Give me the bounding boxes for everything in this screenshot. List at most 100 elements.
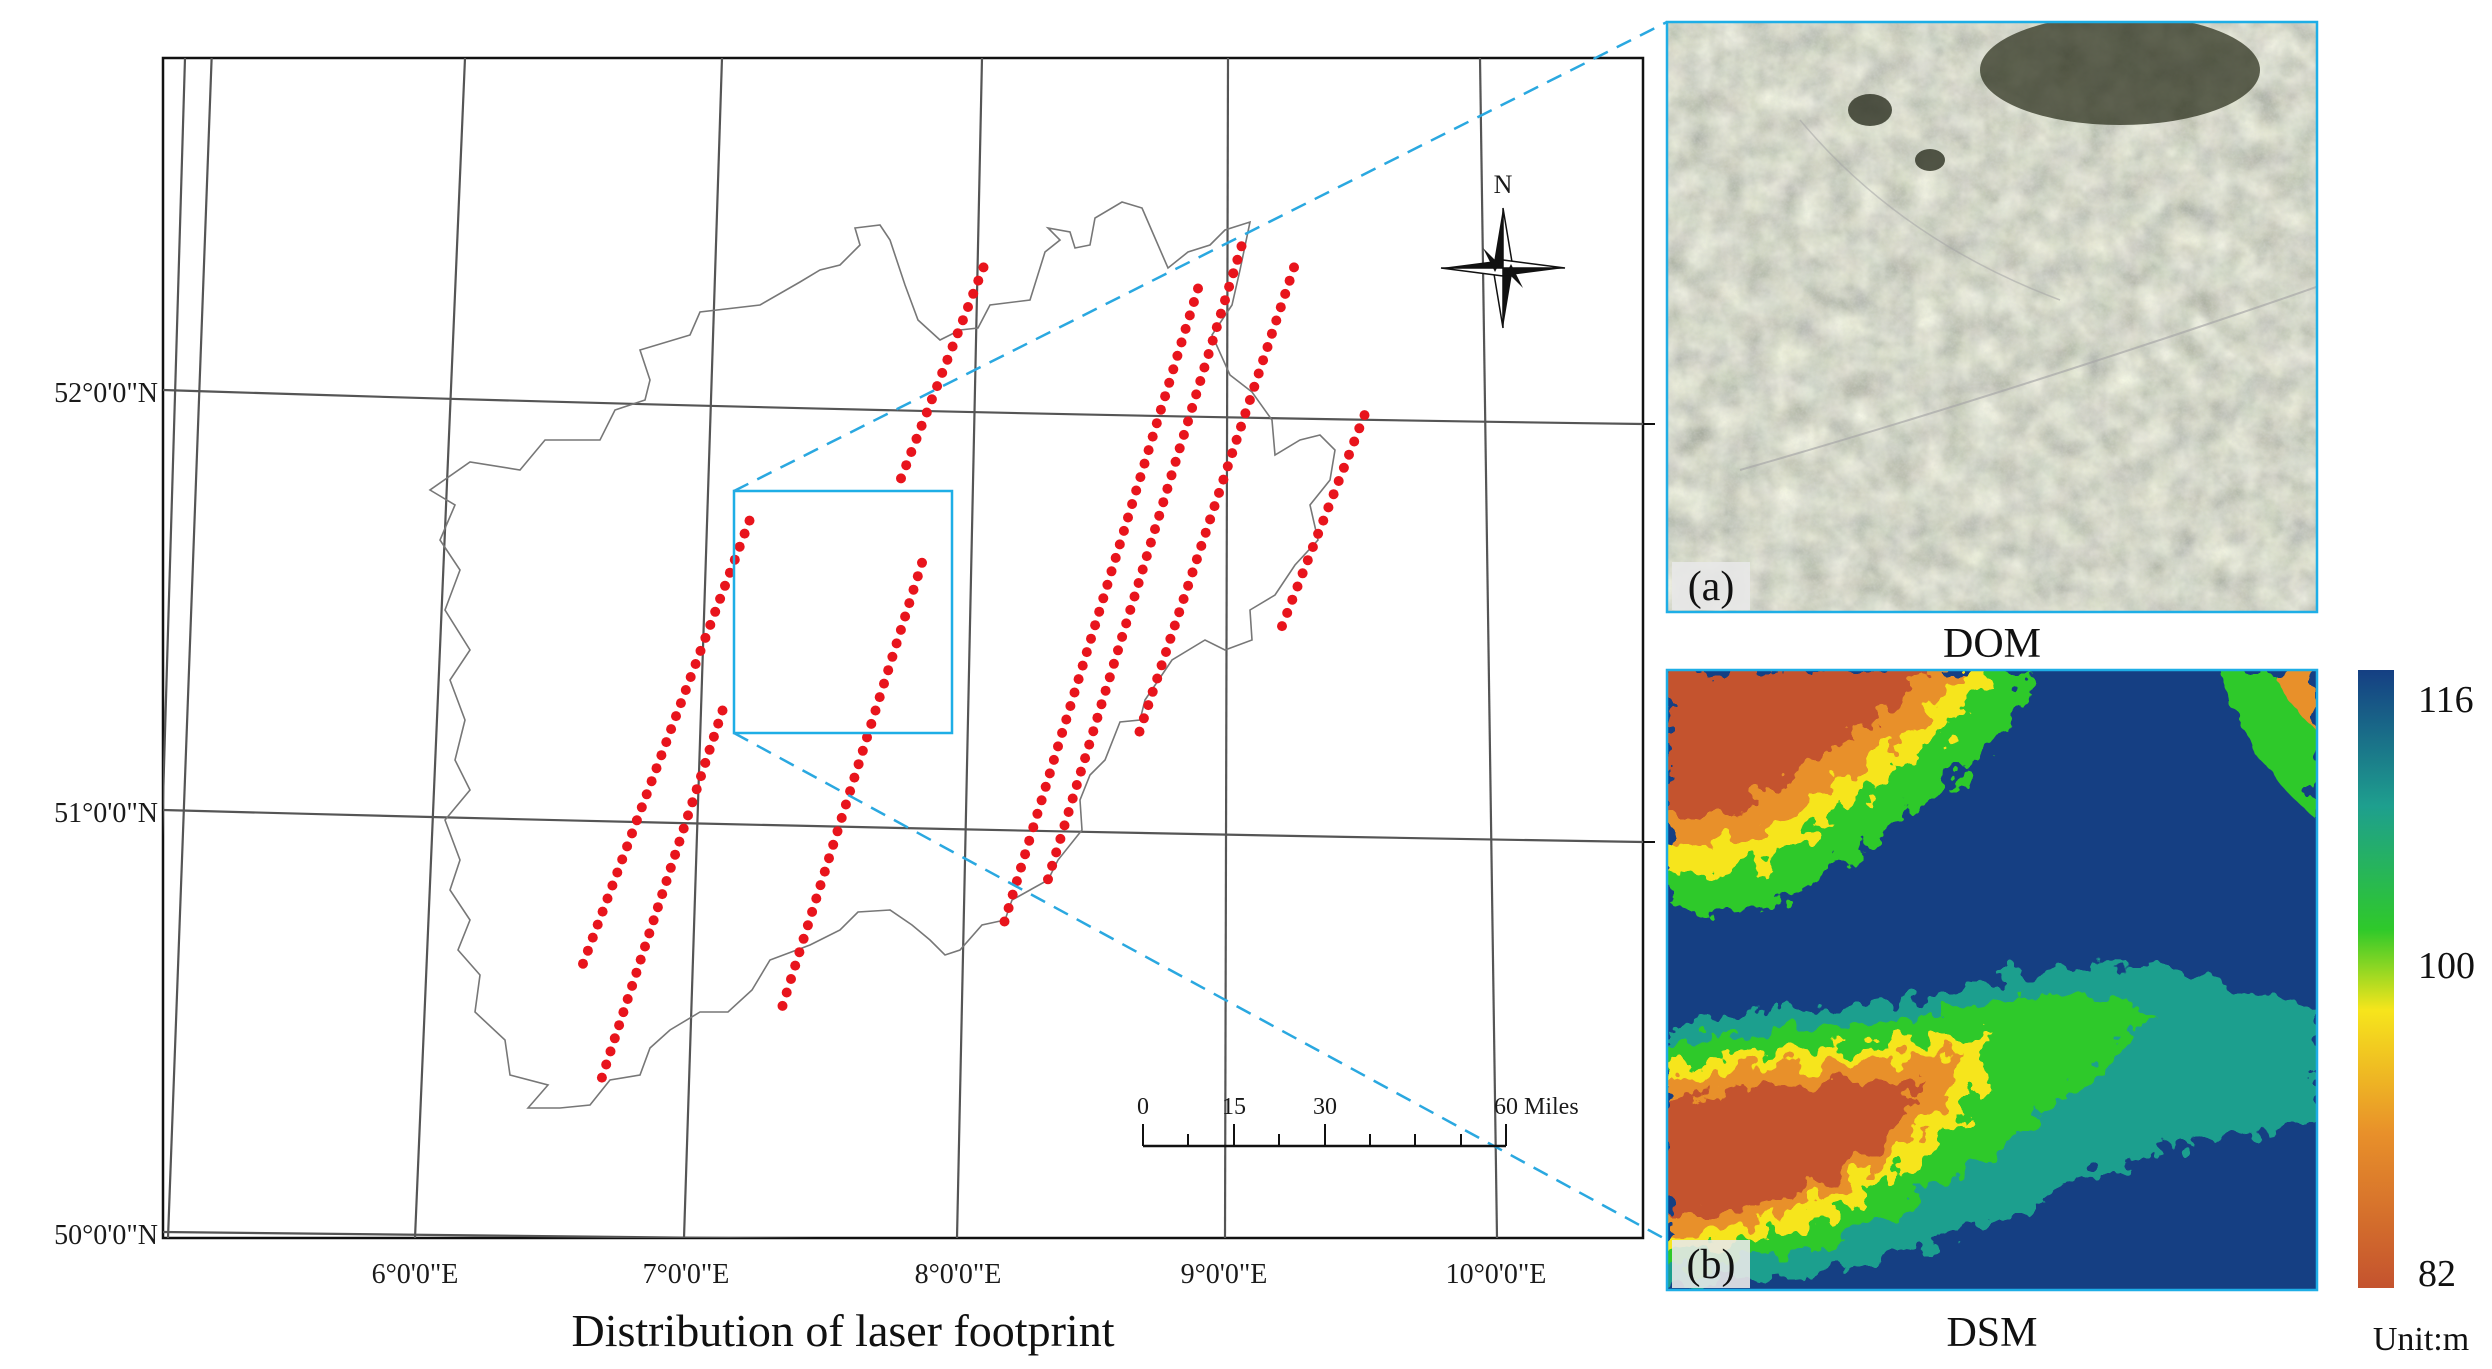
lon-line-5b	[166, 58, 213, 1238]
footprint-point	[1253, 368, 1264, 379]
footprint-point	[917, 557, 927, 568]
footprint-point	[700, 632, 711, 643]
lon-label-6: 6°0'0"E	[372, 1259, 459, 1290]
footprint-point	[705, 619, 716, 630]
footprint-point	[1024, 835, 1035, 846]
footprint-point	[1211, 322, 1222, 333]
footprint-point	[1133, 578, 1144, 588]
scale-label-15: 15	[1222, 1094, 1246, 1120]
footprint-point	[1162, 483, 1173, 494]
footprint-point	[696, 771, 706, 782]
footprint-point	[947, 341, 958, 352]
footprint-point	[627, 828, 637, 839]
footprint-point	[1218, 474, 1229, 485]
footprint-point	[713, 718, 724, 729]
footprint-point	[614, 1020, 625, 1031]
footprint-point	[1215, 308, 1226, 319]
colorbar-min-label: 82	[2418, 1253, 2456, 1295]
map-panel: 52°0'0"N 51°0'0"N 50°0'0"N 6°0'0"E 7°0'0…	[54, 20, 1668, 1356]
footprint-point	[1169, 620, 1180, 631]
footprint-point	[1071, 780, 1082, 790]
footprint-point	[1187, 402, 1198, 413]
footprint-point	[891, 638, 902, 649]
footprint-point	[1271, 315, 1282, 326]
footprint-point	[1289, 262, 1299, 273]
lon-line-6	[413, 58, 467, 1238]
footprint-point	[1191, 554, 1202, 565]
footprint-point	[1125, 604, 1136, 615]
region-boundary	[428, 201, 1336, 1109]
forest-patch	[1915, 149, 1945, 171]
footprint-point	[1020, 849, 1031, 860]
footprint-point	[601, 1059, 612, 1070]
footprint-point	[1164, 377, 1175, 388]
footprint-point	[1051, 847, 1062, 858]
footprint-point	[685, 672, 696, 682]
lon-label-7: 7°0'0"E	[643, 1259, 730, 1290]
footprint-point	[1080, 753, 1091, 764]
footprint-point	[1131, 485, 1142, 496]
footprint-point	[973, 275, 984, 286]
footprint-point	[1129, 591, 1140, 602]
leader-line-bottom	[733, 731, 1668, 1242]
footprint-point	[1214, 487, 1224, 498]
lon-label-10: 10°0'0"E	[1446, 1259, 1547, 1290]
footprint-point	[1154, 510, 1165, 521]
footprint-point	[790, 960, 801, 971]
footprint-point	[849, 772, 860, 783]
footprint-point	[874, 692, 885, 703]
lon-line-9	[1223, 58, 1230, 1238]
graticule	[163, 58, 1643, 1238]
footprint-point	[651, 763, 662, 774]
footprint-point	[609, 1033, 620, 1044]
footprint-point	[1092, 712, 1103, 723]
footprint-point	[1102, 579, 1113, 590]
footprint-point	[704, 744, 715, 755]
footprint-point	[1048, 754, 1059, 765]
footprint-point	[802, 920, 813, 931]
footprint-point	[1040, 781, 1051, 792]
footprint-point	[1137, 564, 1148, 575]
footprint-point	[862, 732, 872, 743]
footprint-point	[1244, 395, 1255, 405]
footprint-point	[635, 954, 646, 965]
footprint-point	[1205, 514, 1216, 525]
footprint-point	[1121, 618, 1132, 629]
footprint-point	[1147, 686, 1158, 697]
footprint-point	[978, 262, 989, 273]
footprint-point	[1191, 389, 1202, 400]
colorbar-max-label: 116	[2418, 679, 2474, 721]
footprint-point	[926, 394, 937, 405]
footprint-point	[1160, 391, 1171, 402]
footprint-point	[618, 1007, 629, 1018]
footprint-point	[921, 407, 932, 418]
footprint-point	[708, 731, 719, 742]
dom-panel: (a) DOM	[1665, 20, 2319, 667]
footprint-point	[908, 584, 919, 595]
dom-tag: (a)	[1688, 564, 1735, 610]
footprint-point	[582, 945, 593, 956]
footprint-point	[1106, 566, 1117, 577]
dsm-tag: (b)	[1687, 1242, 1736, 1288]
footprint-point	[1090, 620, 1101, 631]
footprint-point	[1007, 889, 1018, 900]
footprint-point	[1139, 458, 1150, 469]
footprint-point	[1176, 337, 1187, 348]
footprint-point	[666, 724, 677, 735]
footprint-point	[798, 933, 809, 944]
footprint-point	[1318, 515, 1329, 526]
scale-bar: 0 15 30 60 Miles	[1137, 1094, 1579, 1148]
footprint-point	[1187, 567, 1198, 578]
footprint-point	[1096, 699, 1107, 710]
footprint-point	[1059, 820, 1070, 831]
footprint-point	[710, 606, 721, 617]
footprint-point	[1081, 647, 1092, 658]
colorbar-unit: Unit:m	[2373, 1321, 2469, 1358]
footprint-point	[1284, 275, 1295, 286]
footprint-point	[607, 880, 618, 891]
footprint-point	[932, 381, 943, 392]
footprint-point	[1222, 461, 1233, 472]
footprint-point	[1104, 672, 1115, 683]
footprint-point	[1135, 472, 1146, 483]
footprint-point	[1143, 445, 1154, 456]
